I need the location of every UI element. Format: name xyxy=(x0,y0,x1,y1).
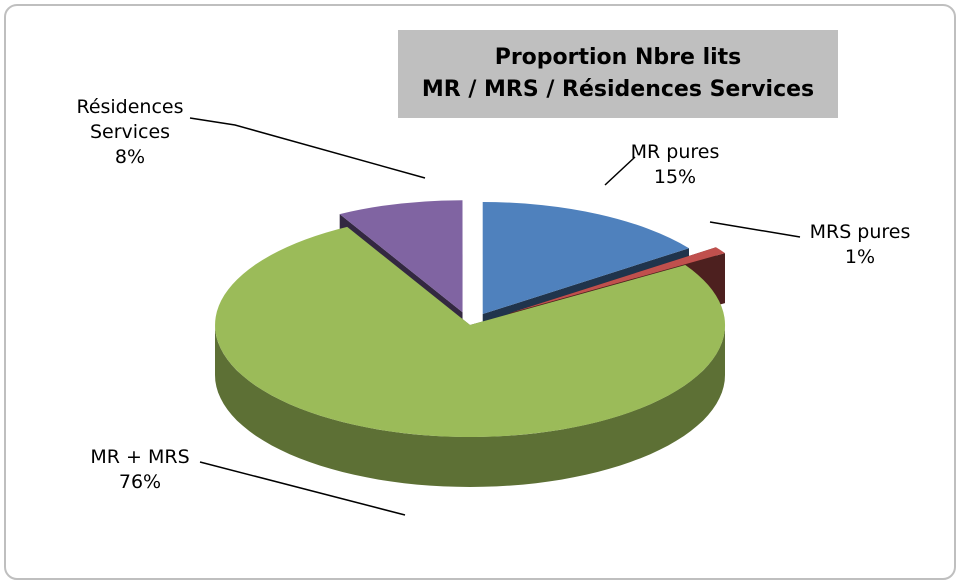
leader-line xyxy=(199,461,406,516)
leader-line xyxy=(189,117,426,179)
value-label: 76% xyxy=(118,471,162,493)
category-label: MR + MRS xyxy=(90,446,190,468)
pie-slice xyxy=(482,202,689,315)
slice-label: MR + MRS 76% xyxy=(70,445,210,495)
slice-label: Résidences Services 8% xyxy=(65,95,195,170)
pie-slice xyxy=(339,200,463,313)
category-label: Résidences Services xyxy=(76,96,184,143)
category-label: MR pures xyxy=(630,141,720,163)
slice-label: MRS pures 1% xyxy=(795,220,925,270)
slice-side xyxy=(215,325,725,487)
value-label: 15% xyxy=(653,166,697,188)
chart-title: Proportion Nbre lits MR / MRS / Résidenc… xyxy=(398,30,838,118)
leader-line xyxy=(709,221,801,238)
category-label: MRS pures xyxy=(809,221,911,243)
slice-label: MR pures 15% xyxy=(615,140,735,190)
pie-slice xyxy=(509,247,725,314)
leader-line xyxy=(604,156,636,186)
value-label: 1% xyxy=(844,246,876,268)
value-label: 8% xyxy=(114,146,146,168)
chart-frame xyxy=(4,4,956,580)
pie-slice xyxy=(215,226,726,438)
